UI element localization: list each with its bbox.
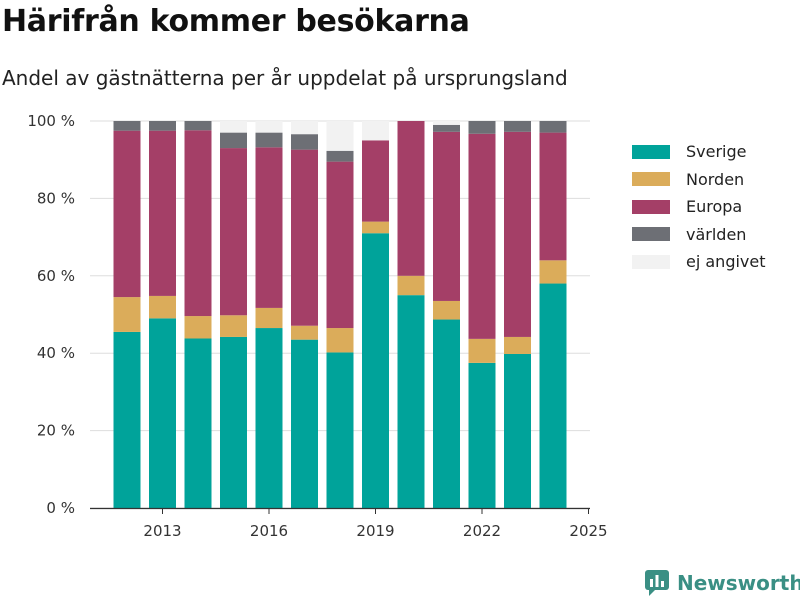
bar-segment xyxy=(539,283,567,508)
y-tick-label: 60 % xyxy=(37,267,75,285)
y-tick-label: 80 % xyxy=(37,189,75,207)
bar-segment xyxy=(326,352,354,508)
brand-name: Newsworthy xyxy=(677,571,800,595)
bar-segment xyxy=(539,121,567,133)
bar-segment xyxy=(149,121,176,131)
legend-label: Norden xyxy=(686,169,745,189)
bar-segment xyxy=(291,149,318,326)
bar-segment xyxy=(113,331,141,508)
bar-segment xyxy=(468,121,496,134)
bar-segment xyxy=(468,338,496,363)
chart-title: Härifrån kommer besökarna xyxy=(2,4,470,39)
y-tick-label: 40 % xyxy=(37,344,75,362)
y-tick-label: 20 % xyxy=(37,422,75,440)
legend-label: Sverige xyxy=(686,142,747,162)
bar-segment xyxy=(326,150,354,162)
bar-segment xyxy=(220,121,247,133)
bar-segment xyxy=(255,121,283,133)
bar-segment xyxy=(291,134,318,150)
bar-segment xyxy=(468,133,496,339)
bar-segment xyxy=(220,336,247,508)
legend-label: världen xyxy=(686,224,747,244)
bar-segment xyxy=(362,121,389,141)
legend-item: Sverige xyxy=(632,138,766,166)
legend-item: Norden xyxy=(632,166,766,194)
legend-swatch xyxy=(632,144,670,159)
x-tick-label: 2019 xyxy=(356,522,394,540)
y-tick-label: 0 % xyxy=(46,499,75,517)
bar-segment xyxy=(397,275,425,296)
bar-segment xyxy=(326,328,354,353)
bar-segment xyxy=(362,221,389,234)
bar-segment xyxy=(397,295,425,508)
bar-segment xyxy=(504,131,531,337)
x-tick-label: 2016 xyxy=(250,522,288,540)
legend-item: ej angivet xyxy=(632,248,766,276)
bar-segment xyxy=(504,336,531,354)
bar-segment xyxy=(504,121,531,132)
bar-segment xyxy=(433,319,460,508)
bar-segment xyxy=(220,315,247,337)
bar-segment xyxy=(504,353,531,508)
bar-segment xyxy=(362,140,389,222)
bar-segment xyxy=(291,325,318,340)
bar-segment xyxy=(220,132,247,149)
legend-label: ej angivet xyxy=(686,252,766,272)
chart-subtitle: Andel av gästnätterna per år uppdelat på… xyxy=(2,66,568,90)
bar-segment xyxy=(433,300,460,320)
bar-segment xyxy=(113,121,141,131)
bar-segment xyxy=(113,297,141,332)
bar-segment xyxy=(255,147,283,308)
bar-segment xyxy=(326,121,354,151)
legend-swatch xyxy=(632,172,670,187)
newsworthy-logo-icon xyxy=(645,570,669,596)
bar-segment xyxy=(184,130,212,317)
bar-segment xyxy=(291,339,318,508)
bar-segment xyxy=(184,121,212,131)
bar-segment xyxy=(362,233,389,509)
legend-swatch xyxy=(632,227,670,242)
bar-segment xyxy=(220,148,247,316)
bar-segment xyxy=(184,316,212,339)
bar-segment xyxy=(539,260,567,284)
bar-segment xyxy=(326,161,354,329)
legend-item: Europa xyxy=(632,193,766,221)
bar-segment xyxy=(433,121,460,125)
bar-segment xyxy=(433,131,460,301)
bar-segment xyxy=(149,295,176,319)
bar-segment xyxy=(149,318,176,508)
bar-segment xyxy=(149,130,176,296)
bar-segment xyxy=(255,307,283,329)
bar-segment xyxy=(539,132,567,261)
legend: Sverige Norden Europa världen ej angivet xyxy=(632,138,766,276)
legend-item: världen xyxy=(632,221,766,249)
legend-swatch xyxy=(632,199,670,214)
bar-segment xyxy=(433,124,460,132)
bar-segment xyxy=(291,121,318,135)
bar-segment xyxy=(184,338,212,508)
y-tick-label: 100 % xyxy=(27,112,75,130)
bar-segment xyxy=(397,121,425,276)
bar-segment xyxy=(468,362,496,508)
x-tick-label: 2013 xyxy=(143,522,181,540)
x-tick-label: 2025 xyxy=(569,522,607,540)
bar-segment xyxy=(255,328,283,508)
x-tick-label: 2022 xyxy=(463,522,501,540)
bar-segment xyxy=(255,132,283,148)
legend-swatch xyxy=(632,254,670,269)
bar-segment xyxy=(113,130,141,298)
legend-label: Europa xyxy=(686,197,743,217)
newsworthy-logo: Newsworthy xyxy=(645,570,800,596)
